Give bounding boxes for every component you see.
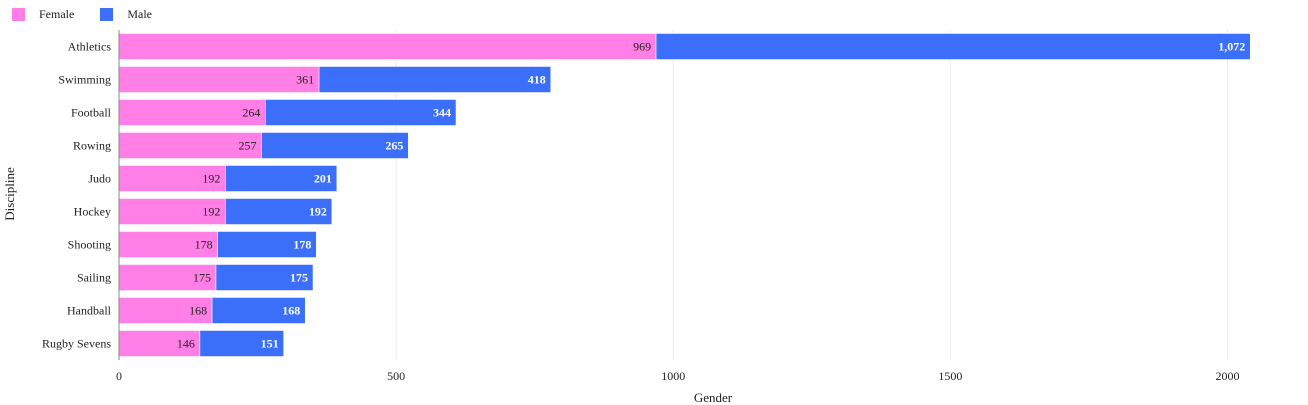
y-tick-label: Sailing (77, 271, 111, 285)
x-tick-label: 1000 (661, 369, 685, 383)
data-label-female: 264 (242, 106, 260, 120)
y-tick-label: Football (71, 106, 112, 120)
bar-male-athletics[interactable] (655, 33, 1251, 60)
data-label-female: 361 (296, 73, 314, 87)
data-label-male: 1,072 (1218, 40, 1245, 54)
x-tick-label: 0 (116, 369, 122, 383)
data-label-male: 344 (433, 106, 451, 120)
y-tick-label: Shooting (68, 238, 111, 252)
y-tick-label: Athletics (68, 40, 112, 54)
data-label-male: 192 (309, 205, 327, 219)
bar-male-football[interactable] (265, 99, 457, 126)
data-label-female: 192 (202, 205, 220, 219)
data-label-female: 969 (633, 40, 651, 54)
data-label-female: 168 (189, 304, 207, 318)
data-label-female: 175 (193, 271, 211, 285)
bar-male-sailing[interactable] (215, 264, 314, 291)
bar-female-hockey[interactable] (118, 198, 226, 225)
bar-male-rugby-sevens[interactable] (199, 330, 284, 357)
bar-female-judo[interactable] (118, 165, 226, 192)
data-label-male: 175 (290, 271, 308, 285)
bar-male-judo[interactable] (225, 165, 338, 192)
legend-swatch-male (100, 8, 114, 21)
data-label-male: 201 (314, 172, 332, 186)
data-label-female: 178 (195, 238, 213, 252)
bar-male-rowing[interactable] (261, 132, 409, 159)
bar-female-swimming[interactable] (118, 66, 320, 93)
bar-male-hockey[interactable] (225, 198, 333, 225)
data-label-male: 168 (282, 304, 300, 318)
legend-item-male[interactable]: Male (100, 7, 152, 22)
data-label-female: 257 (238, 139, 256, 153)
y-tick-label: Hockey (74, 205, 111, 219)
bar-male-swimming[interactable] (318, 66, 552, 93)
axes: 0 500 1000 1500 2000 Athletics Swimming Footbal… (42, 30, 1240, 383)
legend-label-male: Male (127, 7, 152, 21)
data-label-male: 265 (385, 139, 403, 153)
x-tick-label: 1500 (938, 369, 962, 383)
legend-label-female: Female (39, 7, 75, 21)
legend: Female Male (12, 7, 178, 22)
bars: 969 1,072 361 418 264 344 257 265 192 201 192 192 17… (118, 33, 1251, 357)
bar-female-shooting[interactable] (118, 231, 218, 258)
data-label-female: 192 (202, 172, 220, 186)
y-tick-label: Rugby Sevens (42, 337, 111, 351)
y-axis-title: Discipline (2, 167, 17, 221)
legend-item-female[interactable]: Female (12, 7, 74, 22)
y-tick-label: Swimming (58, 73, 111, 87)
data-label-male: 151 (261, 337, 279, 351)
legend-swatch-female (12, 8, 25, 21)
bar-female-sailing[interactable] (118, 264, 217, 291)
bar-male-shooting[interactable] (217, 231, 317, 258)
bar-female-athletics[interactable] (118, 33, 657, 60)
x-tick-label: 2000 (1216, 369, 1240, 383)
data-label-male: 178 (293, 238, 311, 252)
x-axis-title: Gender (694, 390, 733, 405)
y-tick-label: Judo (88, 172, 111, 186)
data-label-male: 418 (528, 73, 546, 87)
x-tick-label: 500 (387, 369, 405, 383)
bar-female-handball[interactable] (118, 297, 213, 324)
bar-male-handball[interactable] (211, 297, 306, 324)
data-label-female: 146 (177, 337, 195, 351)
y-tick-label: Rowing (73, 139, 111, 153)
y-tick-label: Handball (67, 304, 112, 318)
